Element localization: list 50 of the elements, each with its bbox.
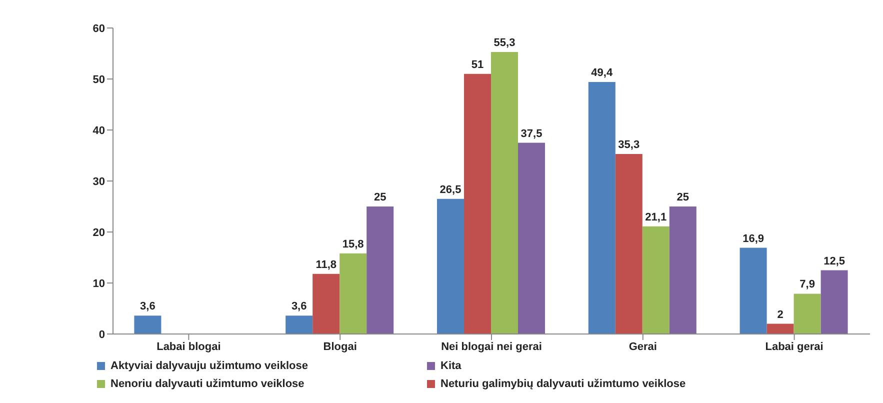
legend-label: Nenoriu dalyvauti užimtumo veiklose — [110, 378, 304, 390]
legend-label: Aktyviai dalyvauju užimtumo veiklose — [110, 360, 308, 372]
data-label: 51 — [471, 58, 484, 71]
bar — [312, 274, 340, 334]
x-tick-label: Gerai — [628, 340, 657, 353]
y-tick-label: 60 — [92, 22, 105, 35]
data-label: 11,8 — [316, 258, 336, 271]
bar — [464, 74, 491, 334]
data-label: 7,9 — [800, 278, 815, 291]
bar — [794, 294, 821, 334]
data-label: 16,9 — [742, 232, 764, 245]
data-label: 37,5 — [520, 128, 542, 140]
bar — [588, 82, 616, 334]
bar — [366, 206, 394, 334]
data-label: 55,3 — [494, 36, 516, 49]
data-label: 49,4 — [591, 67, 614, 80]
bar — [436, 198, 464, 334]
bar — [820, 270, 848, 334]
y-tick-label: 50 — [92, 74, 105, 86]
data-label: 3,6 — [140, 300, 156, 313]
data-label: 2 — [777, 308, 784, 321]
bar — [669, 206, 696, 334]
legend-label: Neturiu galimybių dalyvauti užimtumo veiklose — [440, 378, 686, 390]
bar — [340, 253, 367, 334]
bar — [615, 154, 642, 334]
y-tick-label: 30 — [92, 176, 105, 188]
data-label: 25 — [676, 192, 690, 204]
bar — [134, 316, 162, 334]
bar — [740, 248, 767, 334]
bar — [286, 316, 313, 334]
x-tick-label: Labai gerai — [765, 340, 824, 353]
data-label: 21,1 — [645, 211, 667, 224]
data-label: 26,5 — [440, 184, 462, 196]
bar — [490, 52, 518, 334]
bar — [766, 324, 794, 334]
y-tick-label: 40 — [92, 124, 105, 137]
y-tick-label: 10 — [92, 278, 105, 290]
data-label: 35,3 — [618, 138, 640, 151]
x-tick-label: Labai blogai — [156, 340, 221, 353]
y-tick-label: 0 — [98, 328, 105, 341]
data-label: 25 — [374, 192, 386, 204]
x-tick-label: Nei blogai nei gerai — [441, 340, 542, 353]
bar — [518, 142, 545, 334]
data-label: 12,5 — [824, 255, 846, 268]
bar — [642, 226, 670, 334]
data-label: 15,8 — [342, 238, 364, 250]
data-label: 3,6 — [291, 300, 307, 313]
y-tick-label: 20 — [92, 226, 105, 239]
x-tick-label: Blogai — [323, 340, 357, 353]
legend-label: Kita — [440, 360, 462, 372]
